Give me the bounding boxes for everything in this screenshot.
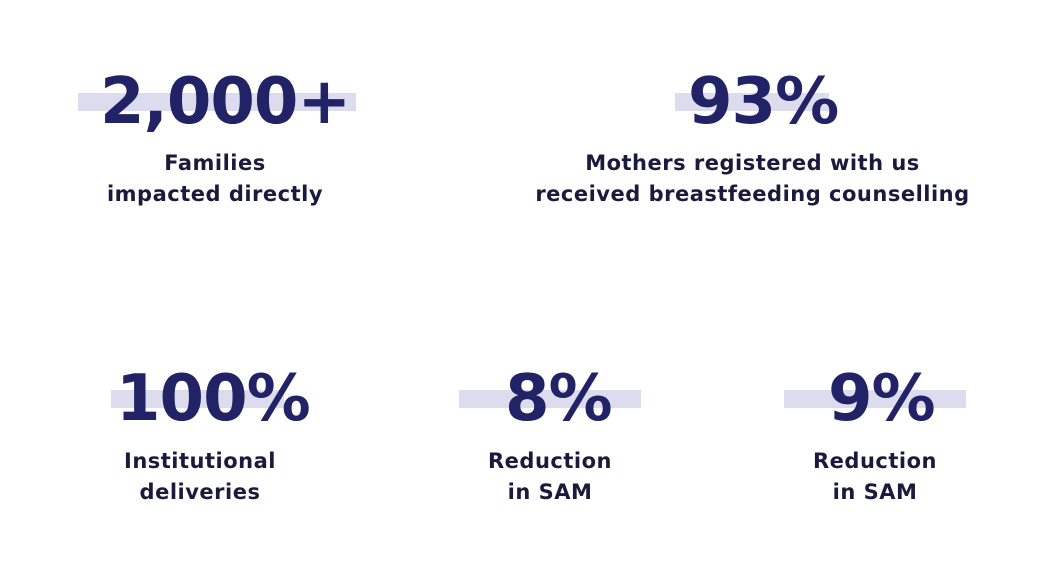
- stat-label: Reduction in SAM: [460, 446, 640, 508]
- stat-label: Families impacted directly: [60, 148, 370, 210]
- stat-label-line: Mothers registered with us: [585, 151, 920, 175]
- highlight-bar: [78, 93, 356, 111]
- stat-label-line: Families: [164, 151, 266, 175]
- stat-label-line: Reduction: [488, 449, 612, 473]
- stat-value: 8%: [505, 362, 613, 436]
- stat-label-line: in SAM: [507, 480, 593, 504]
- stat-value: 9%: [828, 362, 936, 436]
- stat-label: Mothers registered with us received brea…: [520, 148, 985, 210]
- stat-value: 93%: [688, 65, 839, 139]
- stat-label: Institutional deliveries: [95, 446, 305, 508]
- stat-value: 100%: [116, 362, 311, 436]
- highlight-bar: [784, 390, 966, 408]
- stat-value: 2,000+: [100, 65, 351, 139]
- stat-label-line: Reduction: [813, 449, 937, 473]
- highlight-bar: [675, 93, 829, 111]
- stat-label-line: received breastfeeding counselling: [535, 182, 970, 206]
- stat-label-line: impacted directly: [106, 182, 324, 206]
- stat-label-line: deliveries: [139, 480, 261, 504]
- highlight-bar: [459, 390, 641, 408]
- stat-label-line: in SAM: [832, 480, 918, 504]
- highlight-bar: [111, 390, 284, 408]
- stat-label: Reduction in SAM: [785, 446, 965, 508]
- stat-label-line: Institutional: [124, 449, 276, 473]
